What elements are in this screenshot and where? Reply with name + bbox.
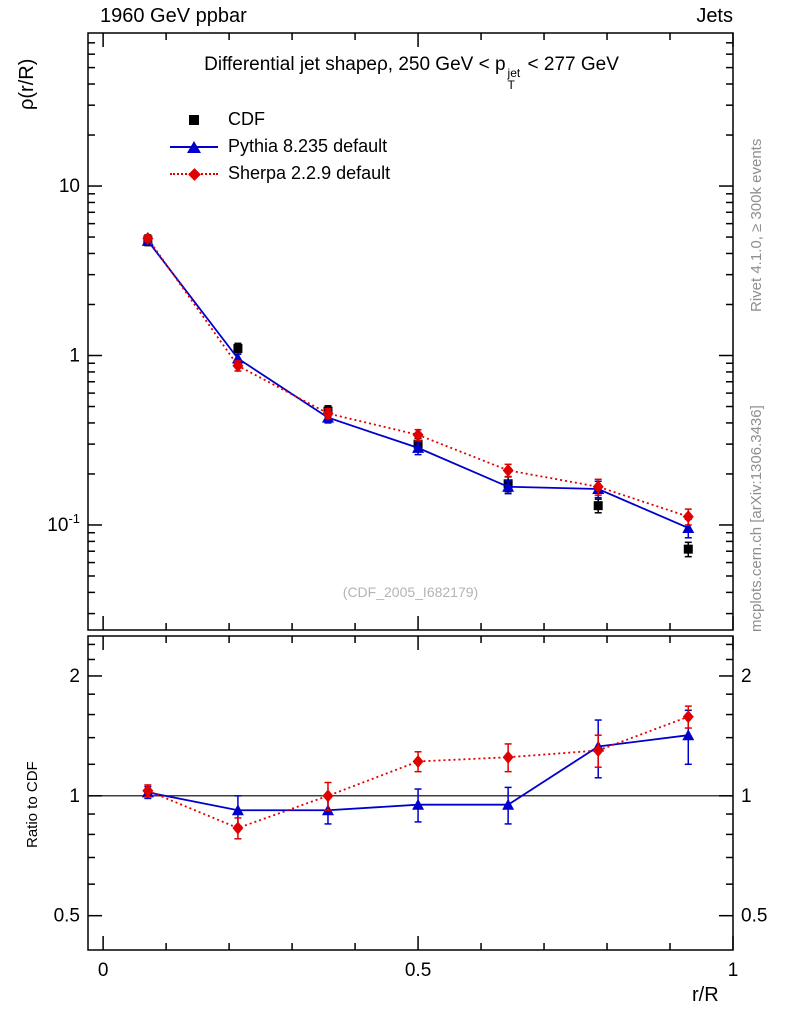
tick-labels: 0 0.5 1 10 1 10-1 0.5 0.5 1 1 2 2 xyxy=(47,176,767,981)
plot-frames xyxy=(87,32,734,951)
legend-item-sherpa: Sherpa 2.2.9 default xyxy=(170,160,390,187)
mcplots-reference-note: mcplots.cern.ch [arXiv:1306.3436] xyxy=(748,405,765,632)
svg-text:0.5: 0.5 xyxy=(405,960,431,981)
svg-text:10-1: 10-1 xyxy=(47,511,80,536)
ratio-y-axis-title: Ratio to CDF xyxy=(24,761,41,848)
svg-text:0.5: 0.5 xyxy=(741,906,767,927)
analysis-id-watermark: (CDF_2005_I682179) xyxy=(342,584,479,600)
pt-sub-sup: jet T xyxy=(508,67,521,91)
axis-ticks xyxy=(88,33,734,950)
square-marker-icon xyxy=(189,114,199,125)
legend-item-cdf: CDF xyxy=(170,106,390,133)
pythia-legend-marker xyxy=(170,139,218,155)
svg-text:1: 1 xyxy=(741,786,752,807)
pt-subscript: T xyxy=(507,78,515,92)
svg-text:2: 2 xyxy=(69,666,80,687)
plot-title: Differential jet shapeρ, 250 GeV < p jet T… xyxy=(90,54,733,91)
diamond-marker-icon xyxy=(188,167,201,181)
plot-title-suffix: < 277 GeV xyxy=(522,54,619,75)
svg-text:1: 1 xyxy=(69,786,80,807)
pt-superscript: jet xyxy=(507,66,521,80)
x-axis-title: r/R xyxy=(692,984,719,1006)
svg-text:0.5: 0.5 xyxy=(54,906,80,927)
legend-item-pythia: Pythia 8.235 default xyxy=(170,133,390,160)
svg-text:10: 10 xyxy=(59,176,80,197)
plot-title-prefix: Differential jet shapeρ, 250 GeV < p xyxy=(204,54,506,75)
cdf-series xyxy=(143,234,693,558)
legend-label-sherpa: Sherpa 2.2.9 default xyxy=(228,163,391,183)
svg-text:1: 1 xyxy=(69,346,80,367)
triangle-marker-icon xyxy=(187,140,201,153)
sherpa-2-2-9-default-series xyxy=(142,232,694,526)
legend-label-cdf: CDF xyxy=(228,109,265,129)
beam-energy-label: 1960 GeV ppbar xyxy=(100,5,247,27)
svg-text:2: 2 xyxy=(741,666,752,687)
sherpa-legend-marker xyxy=(170,166,218,182)
rivet-version-note: Rivet 4.1.0, ≥ 300k events xyxy=(748,138,765,312)
main-y-axis-title: ρ(r/R) xyxy=(16,58,38,110)
ratio-sherpa-2-2-9-default-series xyxy=(142,705,694,840)
svg-text:1: 1 xyxy=(728,960,739,981)
pythia-8-235-default-series xyxy=(141,234,695,539)
legend-label-pythia: Pythia 8.235 default xyxy=(228,136,388,156)
process-label: Jets xyxy=(696,5,733,27)
legend: CDF Pythia 8.235 default Sherpa 2.2.9 de… xyxy=(170,106,390,187)
cdf-legend-marker xyxy=(170,112,218,128)
ratio-frame xyxy=(87,635,734,951)
svg-text:0: 0 xyxy=(98,960,109,981)
main-frame xyxy=(87,32,734,631)
